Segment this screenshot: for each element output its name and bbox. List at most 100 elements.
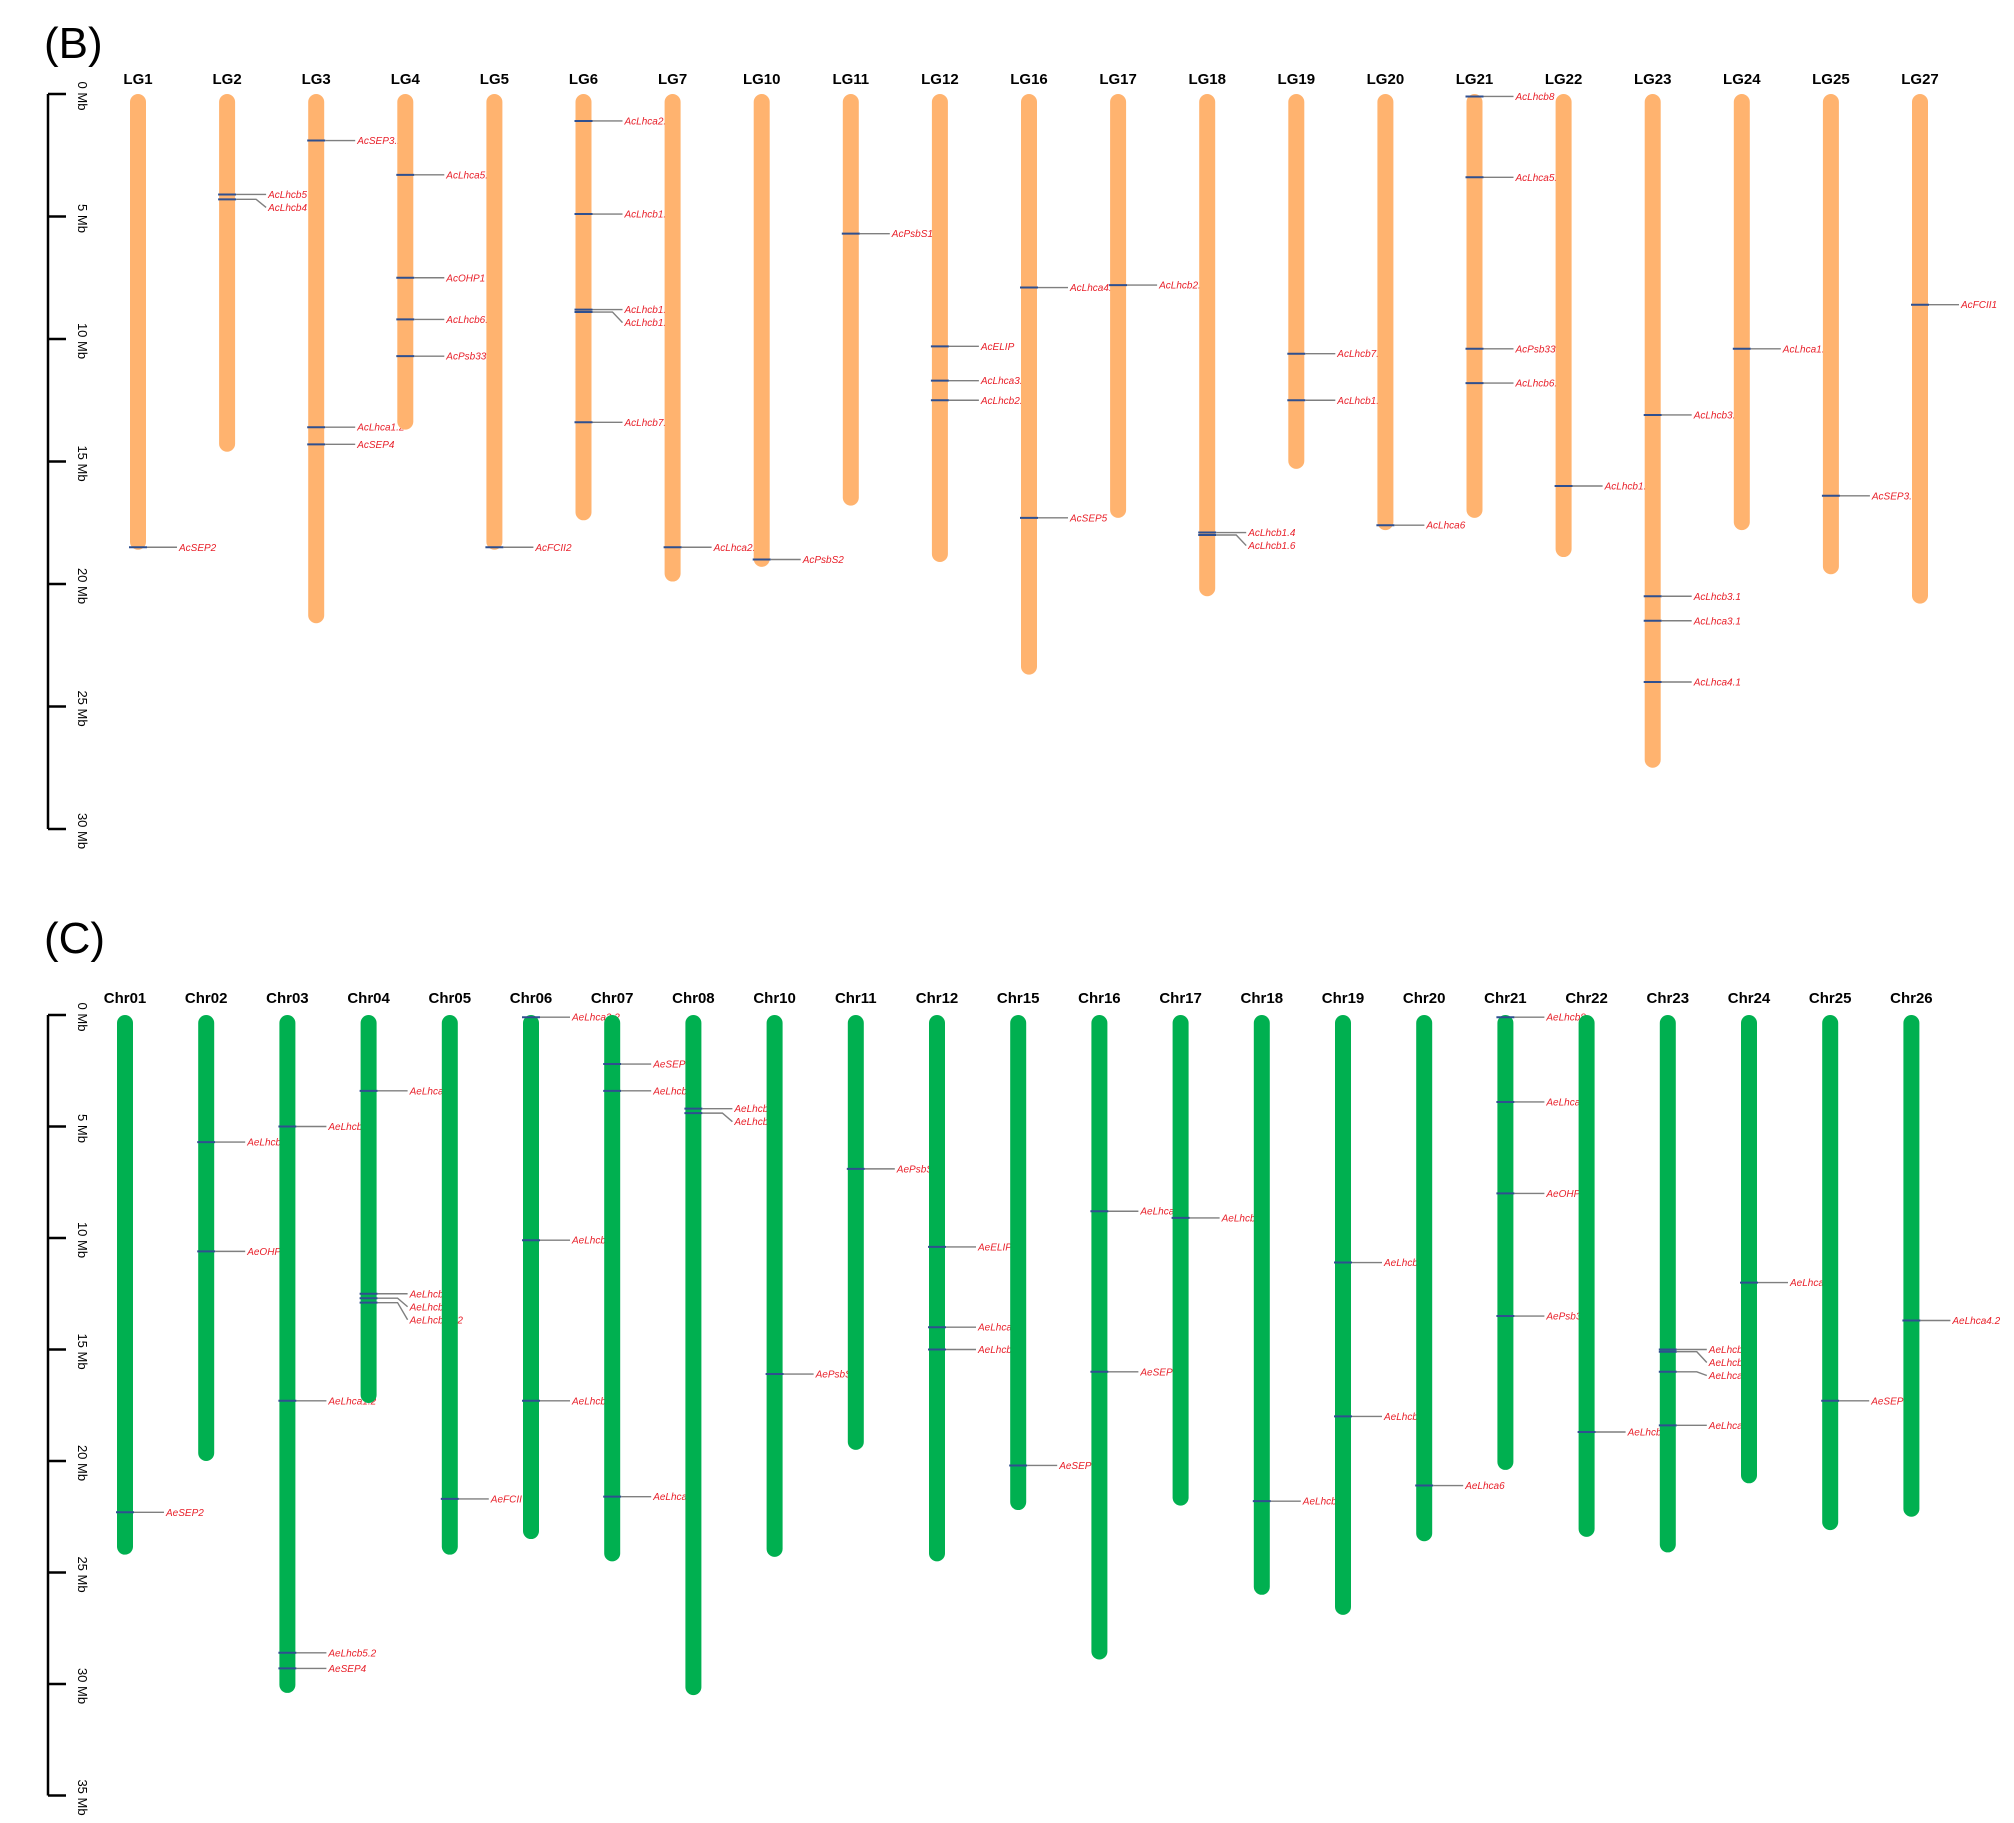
chromosome: Chr16 AeLhca4.1 AeSEP5	[1078, 990, 1188, 1660]
chromosome-bar	[360, 1015, 377, 1404]
panel-letter: (B)	[44, 19, 103, 68]
chromosome-name: Chr25	[1809, 990, 1852, 1007]
gene-label: AcPsbS2	[802, 555, 845, 566]
chromosome-bar	[219, 94, 236, 452]
chromosome: LG20 AcLhca6	[1367, 71, 1466, 532]
axis-tick-label: 10 Mb	[75, 323, 90, 359]
chromosome-name: LG3	[302, 71, 331, 88]
gene-label: AcLhcb4	[267, 203, 307, 214]
chromosome: LG19 AcLhcb7.1 AcLhcb1.5	[1278, 71, 1385, 469]
chromosome: Chr20 AeLhca6	[1403, 990, 1505, 1542]
gene-label: AeLhca1.1	[1789, 1278, 1838, 1289]
chromosome: LG7 AcLhca2.1	[658, 71, 761, 582]
gene-label: AcLhcb1.3	[1604, 482, 1653, 493]
chromosome-bar	[397, 94, 414, 430]
gene-leader	[1676, 1371, 1708, 1377]
chromosome: Chr10 AePsbS2	[753, 990, 858, 1557]
axis-tick-label: 30 Mb	[75, 813, 90, 849]
chromosome-bar	[1021, 94, 1037, 675]
chromosome: LG23 AcLhcb3.2 AcLhcb3.1 AcLhca3.1 AcLhca4.1	[1634, 71, 1741, 768]
gene-label: AcLhcb1.7	[624, 305, 673, 316]
gene-label: AcLhcb8	[1515, 92, 1555, 103]
gene-label: AeLhcb7.3	[571, 1396, 620, 1407]
gene-label: AcFCII1	[1960, 300, 1997, 311]
chromosome-bar	[685, 1015, 702, 1696]
chromosome: LG1 AcSEP2	[123, 71, 216, 554]
axis-tick-label: 10 Mb	[75, 1222, 90, 1258]
gene-label: AcLhca6	[1425, 521, 1465, 532]
chromosome-name: LG18	[1188, 71, 1226, 88]
chromosome-name: Chr18	[1241, 990, 1284, 1007]
chromosome-name: Chr08	[672, 990, 715, 1007]
chromosome: Chr12 AeELIP AeLhca3.2 AeLhcb2.2	[916, 990, 1026, 1562]
gene-label: AeLhca3.2	[977, 1323, 1026, 1334]
chromosome-bar	[931, 94, 948, 562]
chromosome-bar	[1199, 94, 1216, 597]
gene-label: AcLhca1.2	[356, 423, 405, 434]
gene-label: AcLhca4.2	[1069, 283, 1118, 294]
chromosome-bar	[279, 1015, 296, 1693]
chromosome: LG4 AcLhca5.2 AcOHP1 AcLhcb6.2 AcPsb33.2	[391, 71, 495, 430]
chromosome: Chr08 AeLhcb4.2 AeLhcb4.1	[672, 990, 783, 1696]
gene-label: AeLhca4.3	[1708, 1421, 1757, 1432]
chromosome: Chr11 AePsbS1	[835, 990, 939, 1450]
chromosome-name: LG2	[213, 71, 242, 88]
gene-label: AcOHP1	[445, 273, 485, 284]
chromosome-bar	[117, 1015, 133, 1555]
chromosome-name: LG22	[1545, 71, 1583, 88]
gene-label: AcLhcb5	[267, 190, 307, 201]
chromosome-bar	[1172, 1015, 1189, 1506]
chromosome: Chr03 AeLhcb5.1 AeLhca1.2 AeLhcb5.2 AeSEP4	[266, 990, 377, 1693]
chromosome-name: LG25	[1812, 71, 1850, 88]
chromosome-name: Chr22	[1565, 990, 1608, 1007]
chromosome-bar	[1822, 94, 1839, 575]
chromosome-name: Chr20	[1403, 990, 1446, 1007]
chromosome: Chr07 AeSEP1 AeLhcb7.2 AeLhca2.1	[591, 990, 701, 1562]
panel-b: (B) 0 Mb 5 Mb 10 Mb 15 Mb 20 Mb 25 Mb 30 Mb LG1 A…	[44, 19, 1997, 849]
gene-label: AeLhcb7.1	[1383, 1258, 1432, 1269]
gene-label: AcLhcb7.2	[624, 418, 673, 429]
chromosome: Chr25 AeSEP3.1	[1809, 990, 1917, 1531]
gene-leader	[377, 1301, 409, 1321]
chromosome: LG25 AcSEP3.1	[1812, 71, 1917, 575]
chromosome-name: Chr19	[1322, 990, 1365, 1007]
gene-label: AeOHP2	[1545, 1189, 1586, 1200]
gene-label: AePsbS1	[896, 1164, 939, 1175]
axis-tick-label: 0 Mb	[75, 82, 90, 111]
chromosome-name: LG12	[921, 71, 959, 88]
gene-label: AcLhcb6.2	[445, 315, 494, 326]
chromosome: LG18 AcLhcb1.4 AcLhcb1.6	[1188, 71, 1296, 597]
chromosome-bar	[1110, 94, 1127, 518]
chromosome-bar	[1497, 1015, 1514, 1470]
gene-label: AeELIP	[977, 1242, 1012, 1253]
chromosome-name: Chr26	[1890, 990, 1933, 1007]
gene-label: AeLhcb1.3	[1627, 1428, 1676, 1439]
gene-label: AcELIP	[980, 342, 1015, 353]
chromosome-name: LG7	[658, 71, 687, 88]
gene-label: AcLhcb6.1	[1515, 379, 1563, 390]
gene-label: AeLhca4.1	[1139, 1207, 1188, 1218]
chromosome-bar	[766, 1015, 783, 1557]
chromosome-bar	[842, 94, 859, 506]
gene-label: AeLhca6	[1464, 1481, 1505, 1492]
chromosome: Chr21 AeLhcb8 AeLhca5.2 AeOHP2 AePsb33.1	[1484, 990, 1595, 1470]
chromosome-bar	[753, 94, 770, 567]
gene-label: AcLhca2.1	[713, 543, 761, 554]
gene-label: AcLhcb1.4	[1247, 528, 1296, 539]
chromosome-name: Chr24	[1728, 990, 1771, 1007]
chromosome-name: LG23	[1634, 71, 1672, 88]
gene-label: AcSEP4	[356, 440, 395, 451]
chromosome: LG22 AcLhcb1.3	[1545, 71, 1653, 558]
chromosome: Chr01 AeSEP2	[104, 990, 204, 1555]
chromosome-name: Chr01	[104, 990, 147, 1007]
gene-label: AcPsb33.2	[445, 352, 495, 363]
chromosome-name: LG1	[123, 71, 152, 88]
chromosome-name: Chr23	[1647, 990, 1690, 1007]
gene-label: AcLhca3.2	[980, 376, 1029, 387]
chromosome: LG10 AcPsbS2	[743, 71, 844, 567]
gene-label: AeLhca5.1	[409, 1086, 458, 1097]
panel-c: (C) 0 Mb 5 Mb 10 Mb 15 Mb 20 Mb 25 Mb 30 Mb 35 M…	[44, 914, 2001, 1816]
chromosome-name: LG11	[832, 71, 869, 88]
chromosome-name: Chr03	[266, 990, 309, 1007]
chromosome: LG3 AcSEP3.2 AcLhca1.2 AcSEP4	[302, 71, 405, 624]
